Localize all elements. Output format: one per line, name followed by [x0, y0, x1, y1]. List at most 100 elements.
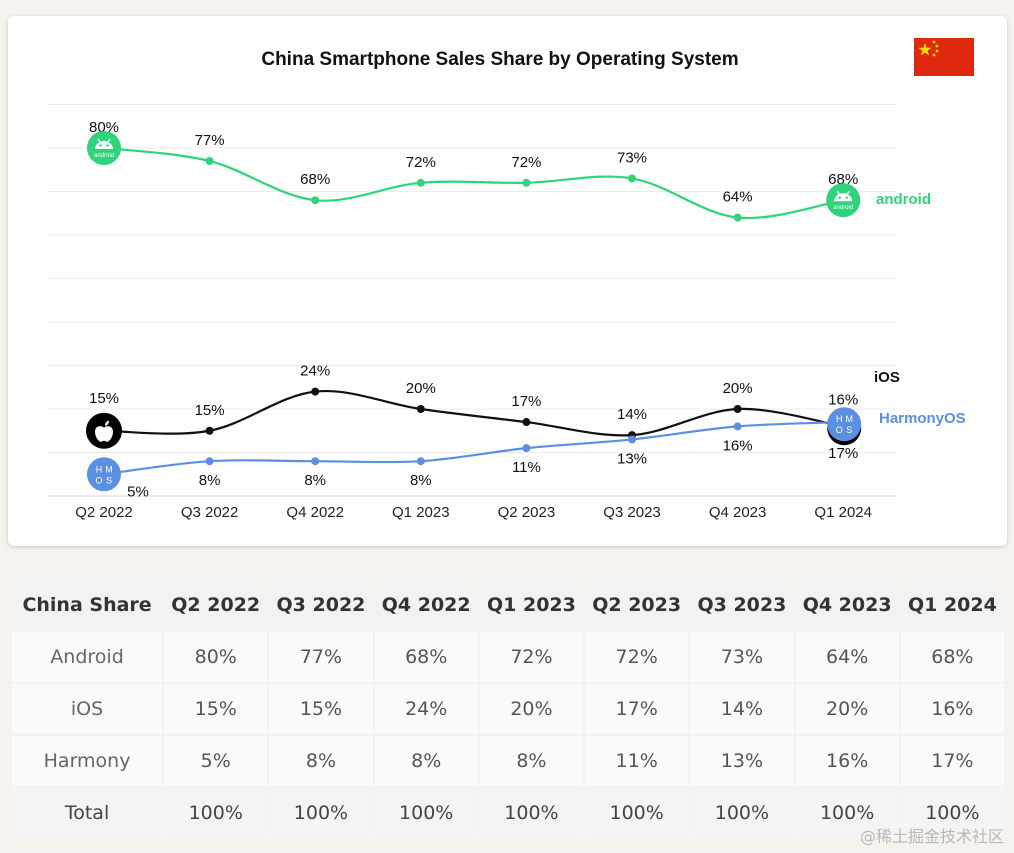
x-tick-label: Q4 2023: [709, 504, 767, 521]
table-cell: 68%: [374, 632, 478, 684]
table-header-row: China Share Q2 2022 Q3 2022 Q4 2022 Q1 2023 Q…: [12, 580, 1004, 632]
series-line-HarmonyOS: [103, 420, 844, 476]
table-header-quarter: Q2 2023: [585, 580, 689, 632]
data-label-HarmonyOS: 13%: [617, 450, 647, 467]
data-label-iOS: 15%: [89, 390, 119, 407]
data-point-android: [416, 178, 425, 187]
data-label-android: 64%: [723, 189, 753, 206]
harmony-letter: O: [95, 475, 102, 485]
flag-star-large: [918, 43, 932, 56]
android-icon: [826, 183, 861, 218]
table-cell: 100%: [900, 788, 1004, 840]
table-cell: 72%: [479, 632, 584, 684]
table-cell: 8%: [374, 736, 478, 788]
table-header-quarter: Q3 2023: [690, 580, 794, 632]
data-label-iOS: 24%: [300, 363, 330, 380]
android-logo-text: android: [94, 153, 114, 159]
table-cell: 77%: [269, 632, 373, 684]
x-tick-label: Q4 2022: [286, 504, 344, 521]
data-point-iOS: [733, 405, 742, 413]
table-cell: 15%: [164, 684, 268, 736]
chart-card: China Smartphone Sales Share by Operatin…: [8, 16, 1007, 546]
harmony-letter: S: [846, 425, 852, 435]
chart-title: China Smartphone Sales Share by Operatin…: [261, 49, 738, 70]
watermark: @稀土掘金技术社区: [859, 827, 1004, 846]
table-cell: 100%: [479, 788, 584, 840]
apple-body: [95, 426, 113, 442]
data-point-android: [733, 213, 742, 222]
harmony-badge: [87, 457, 121, 492]
data-point-HarmonyOS: [416, 457, 425, 466]
x-tick-label: Q2 2023: [498, 504, 556, 521]
table-cell: 72%: [585, 632, 689, 684]
table-header-quarter: Q1 2024: [900, 580, 1004, 632]
table-header-label: China Share: [12, 580, 163, 632]
data-point-HarmonyOS: [311, 457, 320, 466]
data-label-android: 77%: [195, 132, 225, 149]
data-label-iOS: 17%: [511, 393, 541, 410]
data-label-iOS: 20%: [723, 380, 753, 397]
data-label-HarmonyOS: 11%: [512, 459, 541, 476]
table-cell: 100%: [585, 788, 689, 840]
data-label-HarmonyOS: 8%: [199, 472, 221, 489]
share-table: China Share Q2 2022 Q3 2022 Q4 2022 Q1 2023 Q…: [10, 580, 1006, 840]
android-head: [95, 141, 113, 149]
table-row-label: Harmony: [12, 736, 163, 788]
data-label-android: 68%: [300, 171, 330, 188]
harmonyos-icon: [827, 407, 862, 442]
table-cell: 73%: [690, 632, 794, 684]
data-label-iOS: 20%: [406, 380, 436, 397]
table-row: Total 100% 100% 100% 100% 100% 100% 100% 100%: [12, 788, 1004, 840]
data-label-iOS: 14%: [617, 406, 647, 423]
table-cell: 100%: [690, 788, 794, 840]
android-head: [834, 193, 853, 202]
data-label-HarmonyOS: 16%: [723, 437, 753, 454]
android-eye: [106, 144, 109, 147]
series-line-android: [103, 146, 844, 220]
table-cell: 20%: [479, 684, 584, 736]
data-point-HarmonyOS: [522, 444, 531, 453]
series-name-harmonyos: HarmonyOS: [879, 410, 966, 427]
data-label-android: 72%: [511, 154, 541, 171]
data-label-iOS: 16%: [828, 391, 858, 408]
x-tick-label: Q1 2023: [392, 504, 450, 521]
apple-icon: [86, 412, 122, 449]
series-name-ios: iOS: [874, 369, 900, 386]
data-point-HarmonyOS: [628, 435, 636, 444]
android-icon: [87, 131, 121, 165]
data-label-HarmonyOS: 8%: [304, 472, 326, 489]
table-row-label: Total: [12, 788, 163, 840]
data-point-android: [205, 157, 214, 166]
table-cell: 100%: [374, 788, 478, 840]
x-tick-label: Q2 2022: [75, 504, 133, 521]
android-eye: [99, 144, 102, 147]
table-header-quarter: Q4 2022: [374, 580, 478, 632]
android-antenna: [836, 190, 840, 195]
table-cell: 17%: [585, 684, 689, 736]
flag-field: [914, 38, 974, 76]
data-point-HarmonyOS: [733, 422, 742, 431]
table-cell: 100%: [164, 788, 268, 840]
table-row: Android 80% 77% 68% 72% 72% 73% 64% 68%: [12, 632, 1004, 684]
table-cell: 100%: [795, 788, 899, 840]
data-label-android: 80%: [89, 119, 119, 136]
table-cell: 8%: [479, 736, 584, 788]
android-antenna: [846, 190, 850, 195]
data-label-android: 68%: [828, 171, 858, 188]
table-body: Android 80% 77% 68% 72% 72% 73% 64% 68% iOS 15% 15%…: [12, 632, 1004, 840]
harmony-letter: O: [836, 425, 843, 435]
table-header-quarter: Q3 2022: [269, 580, 373, 632]
android-antenna: [107, 138, 111, 143]
table-cell: 16%: [900, 684, 1004, 736]
table-cell: 14%: [690, 684, 794, 736]
flag-star-small: [935, 44, 939, 48]
table-header-quarter: Q1 2023: [479, 580, 584, 632]
table-cell: 24%: [374, 684, 478, 736]
data-point-iOS: [416, 405, 425, 413]
table-row: iOS 15% 15% 24% 20% 17% 14% 20% 16%: [12, 684, 1004, 736]
table-cell: 8%: [269, 736, 373, 788]
table-header-quarter: Q2 2022: [164, 580, 268, 632]
flag-star-small: [935, 49, 939, 53]
harmony-letter: H: [96, 464, 103, 474]
data-label-iOS: 15%: [195, 402, 225, 419]
